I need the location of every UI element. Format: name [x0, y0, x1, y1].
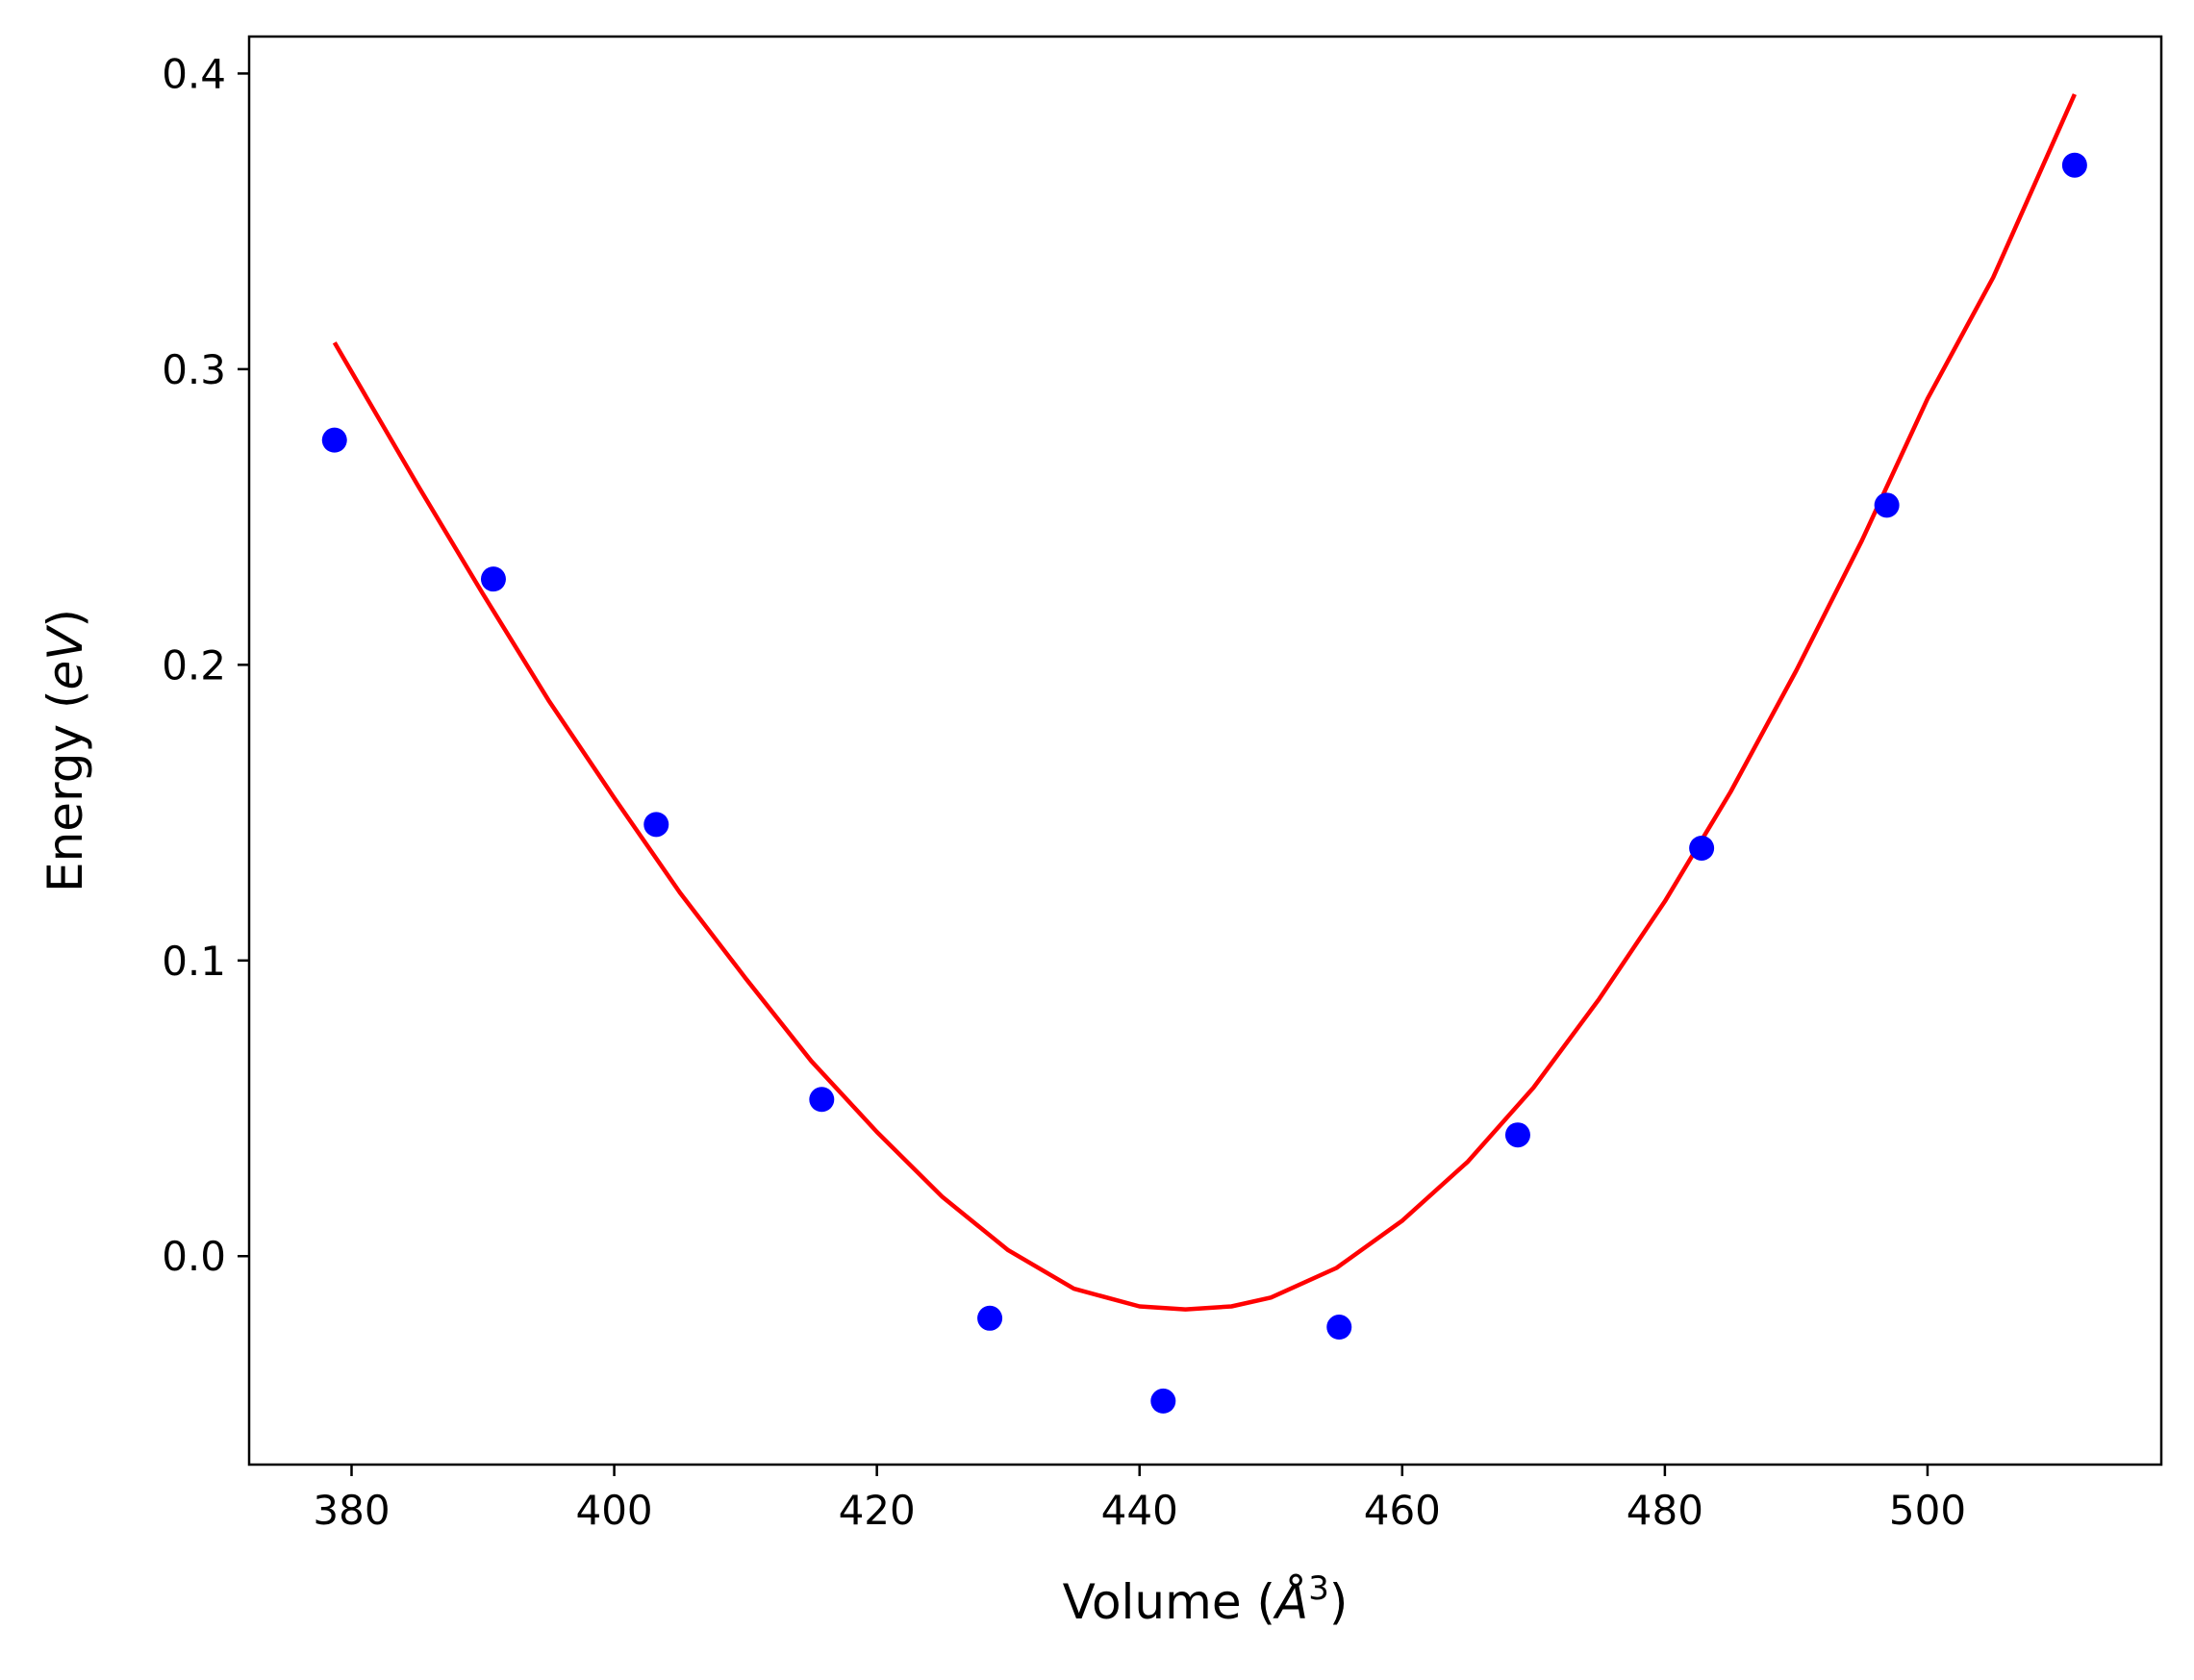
- y-axis-label: Energy (eV): [38, 609, 93, 892]
- y-tick-label: 0.3: [162, 346, 226, 393]
- data-point: [643, 812, 669, 838]
- x-tick-label: 480: [1627, 1487, 1703, 1534]
- y-axis-label-suffix: ): [38, 609, 93, 628]
- x-axis-label-exponent: 3: [1308, 1569, 1329, 1608]
- y-axis-ticks: 0.0 0.1 0.2 0.3 0.4: [162, 50, 249, 1280]
- data-point: [2061, 152, 2087, 178]
- y-tick-label: 0.0: [162, 1233, 226, 1280]
- x-tick-label: 380: [313, 1487, 390, 1534]
- data-point: [1150, 1388, 1176, 1414]
- x-axis-label-symbol: Å: [1273, 1574, 1308, 1630]
- x-tick-label: 400: [575, 1487, 652, 1534]
- x-tick-label: 420: [839, 1487, 916, 1534]
- x-tick-label: 500: [1889, 1487, 1966, 1534]
- data-point: [1689, 835, 1715, 861]
- x-axis-label-suffix: ): [1329, 1574, 1349, 1630]
- plot-frame: [247, 35, 2163, 1467]
- x-axis-label-prefix: Volume (: [1063, 1574, 1275, 1630]
- x-axis-ticks: 380 400 420 440 460 480 500: [313, 1465, 1966, 1534]
- data-point: [1504, 1122, 1530, 1148]
- x-tick-label: 460: [1364, 1487, 1441, 1534]
- y-tick-label: 0.1: [162, 938, 226, 985]
- y-axis-label-unit: eV: [38, 624, 93, 690]
- data-point: [1326, 1315, 1352, 1341]
- x-tick-label: 440: [1101, 1487, 1178, 1534]
- data-point: [809, 1087, 835, 1113]
- y-axis-label-prefix: Energy (: [38, 690, 93, 892]
- x-axis-label: Volume (Å3): [1063, 1569, 1349, 1630]
- data-point: [480, 566, 506, 592]
- plot-content: [321, 93, 2087, 1414]
- data-point: [977, 1305, 1003, 1331]
- fit-curve: [332, 93, 2077, 1312]
- y-tick-label: 0.2: [162, 641, 226, 689]
- data-point: [321, 427, 347, 453]
- y-tick-label: 0.4: [162, 50, 226, 97]
- data-point: [1874, 492, 1900, 518]
